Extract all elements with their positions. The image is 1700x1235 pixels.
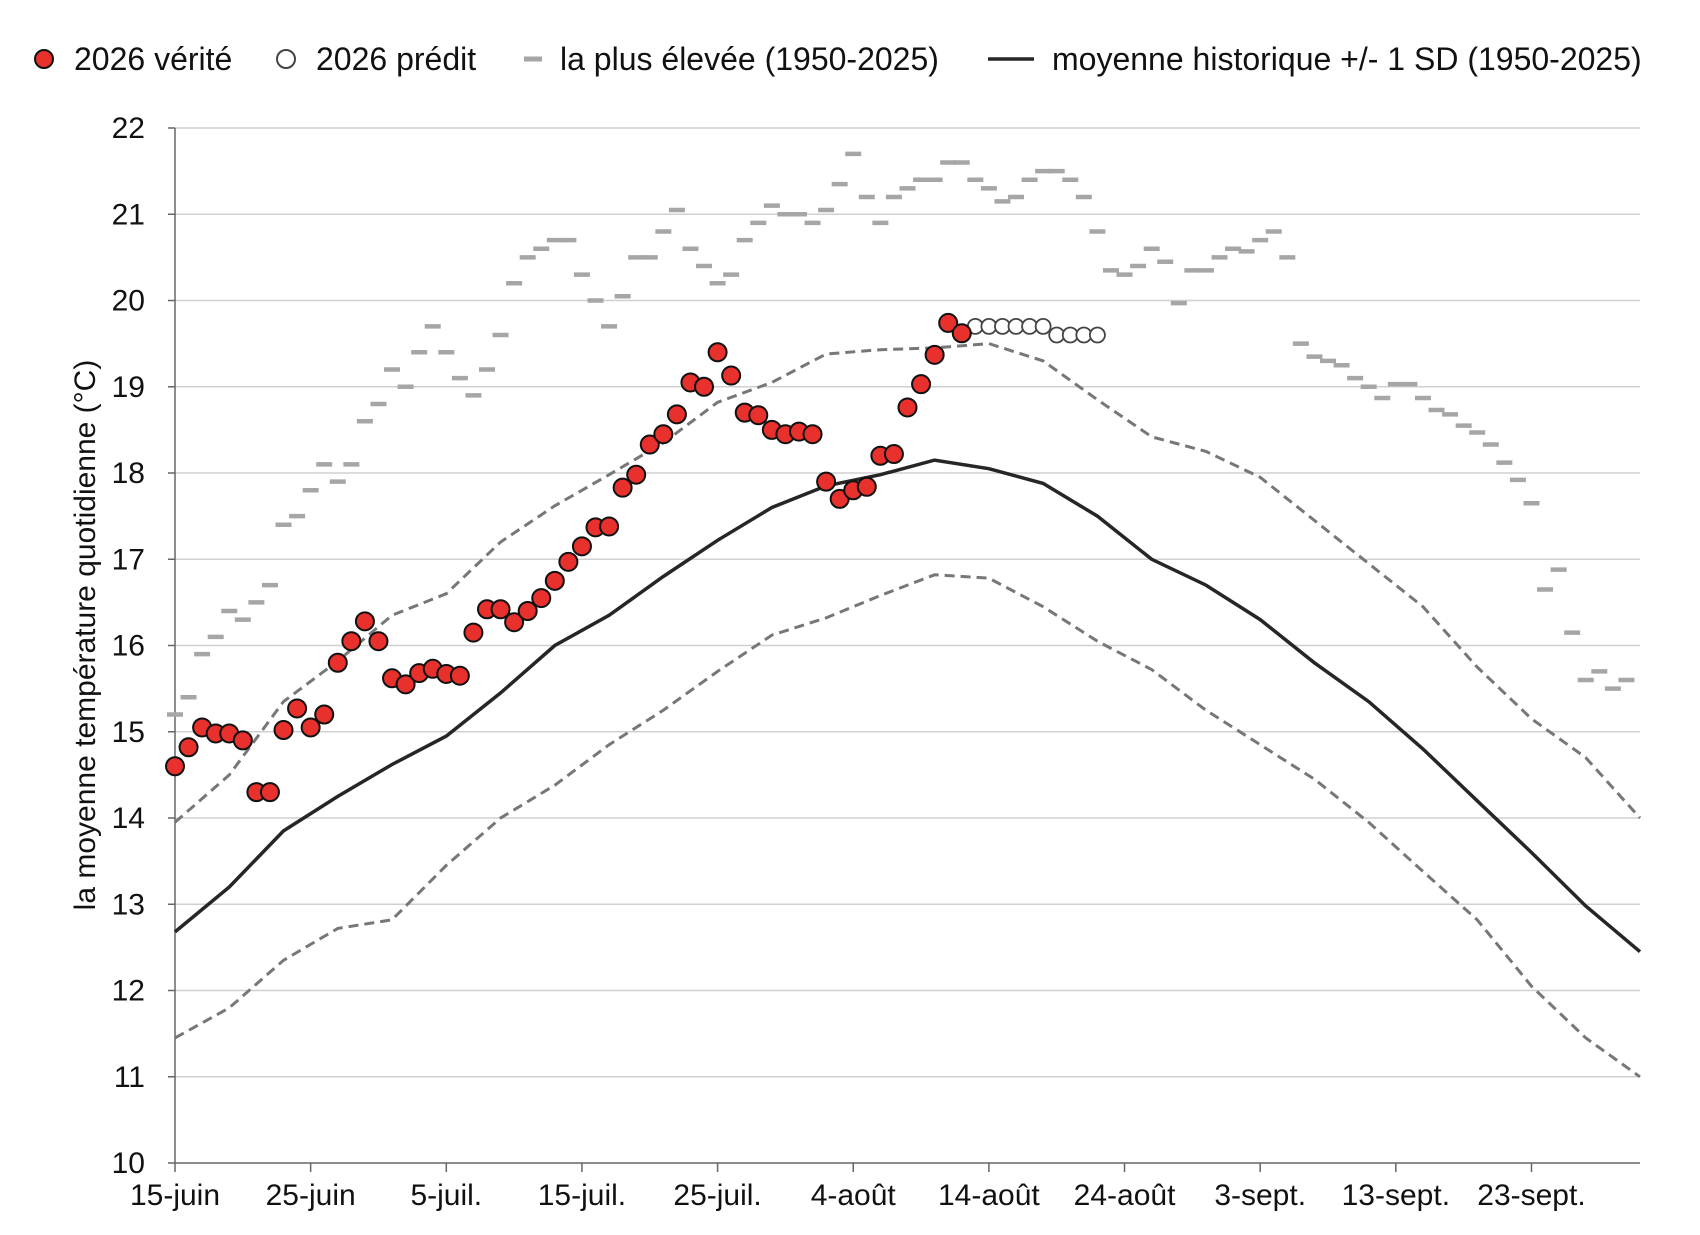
legend-label-record-high: la plus élevée (1950-2025) [560, 41, 939, 77]
observed-point [653, 424, 674, 445]
observed-point [300, 717, 321, 738]
observed-point [911, 374, 932, 395]
legend-label-observed: 2026 vérité [74, 41, 232, 77]
observed-point [856, 476, 877, 497]
observed-point [354, 611, 375, 632]
observed-point [259, 782, 280, 803]
legend-label-predicted: 2026 prédit [316, 41, 476, 77]
observed-point [449, 665, 470, 686]
legend-marker-predicted [276, 49, 296, 69]
observed-point [273, 720, 294, 741]
observed-point [897, 397, 918, 418]
observed-point [490, 599, 511, 620]
x-tick-label: 15-juin [130, 1179, 220, 1212]
observed-point [666, 404, 687, 425]
predicted-point [1034, 317, 1052, 335]
observed-point [612, 477, 633, 498]
observed-point [517, 601, 538, 621]
observed-point [721, 365, 742, 386]
observed-point [883, 444, 904, 465]
observed-point [599, 516, 620, 537]
x-tick-label: 14-août [938, 1179, 1040, 1212]
observed-point [504, 612, 525, 633]
gridlines [175, 127, 1640, 1078]
observed-point [327, 652, 348, 673]
observed-point [287, 698, 308, 719]
x-tick-labels: 15-juin 25-juin 5-juil. 15-juil. 25-juil. 4-a… [130, 1179, 1586, 1212]
x-tick-label: 23-sept. [1477, 1179, 1585, 1212]
observed-point [531, 588, 552, 609]
y-tick-labels: 10 11 12 13 14 15 16 17 18 19 20 21 22 [112, 112, 145, 1180]
y-tick-label: 15 [112, 716, 145, 749]
y-tick-label: 16 [112, 630, 145, 663]
x-tick-label: 13-sept. [1342, 1179, 1450, 1212]
y-tick-label: 17 [112, 543, 145, 576]
legend-item-predicted: 2026 prédit [276, 41, 476, 77]
observed-point [544, 570, 565, 591]
x-tick-label: 5-juil. [410, 1179, 482, 1212]
observed-point [165, 756, 185, 777]
x-tick-label: 25-juin [266, 1179, 356, 1212]
legend-item-mean: moyenne historique +/- 1 SD (1950-2025) [988, 41, 1642, 77]
y-tick-label: 10 [112, 1147, 145, 1180]
y-tick-label: 21 [112, 198, 145, 231]
x-tick-label: 4-août [811, 1179, 897, 1212]
legend-item-record-high: la plus élevée (1950-2025) [524, 41, 939, 77]
x-tick-label: 25-juil. [673, 1179, 761, 1212]
x-tick-label: 24-août [1074, 1179, 1176, 1212]
y-tick-label: 12 [112, 975, 145, 1008]
y-tick-label: 11 [114, 1061, 145, 1094]
observed-point [951, 323, 972, 344]
y-tick-label: 13 [112, 888, 145, 921]
legend-marker-observed [34, 49, 54, 69]
predicted-point [1089, 326, 1106, 344]
y-tick-label: 19 [112, 371, 145, 404]
sd-lower-line [174, 573, 1641, 1079]
observed-point [558, 551, 579, 572]
observed-point [802, 424, 823, 445]
observed-point [639, 434, 660, 455]
y-tick-label: 14 [112, 802, 145, 835]
series [165, 151, 1642, 1079]
legend: 2026 vérité 2026 prédit la plus élevée (… [34, 41, 1642, 77]
observed-point [626, 464, 647, 485]
observed-point [924, 344, 945, 365]
x-tick-label: 3-sept. [1214, 1179, 1306, 1212]
observed-point [232, 730, 253, 751]
observed-point [938, 312, 959, 333]
observed-point [314, 704, 335, 725]
observed-point [178, 737, 199, 758]
observed-point [463, 622, 484, 643]
legend-item-observed: 2026 vérité [34, 41, 232, 77]
observed-point [816, 471, 837, 492]
observed-point [748, 405, 769, 426]
observed-point [395, 674, 416, 695]
observed-point [571, 536, 592, 557]
y-tick-label: 18 [112, 457, 145, 490]
legend-label-mean: moyenne historique +/- 1 SD (1950-2025) [1052, 41, 1642, 77]
observed-point [694, 376, 715, 397]
y-tick-label: 20 [112, 285, 145, 318]
y-axis-title: la moyenne température quotidienne (°C) [69, 360, 102, 911]
axes [168, 127, 1640, 1172]
y-tick-label: 22 [112, 112, 145, 145]
observed-point [341, 631, 362, 652]
observed-point [368, 631, 389, 652]
observed-point [707, 342, 728, 363]
mean-line [173, 458, 1642, 954]
x-tick-label: 15-juil. [538, 1179, 626, 1212]
